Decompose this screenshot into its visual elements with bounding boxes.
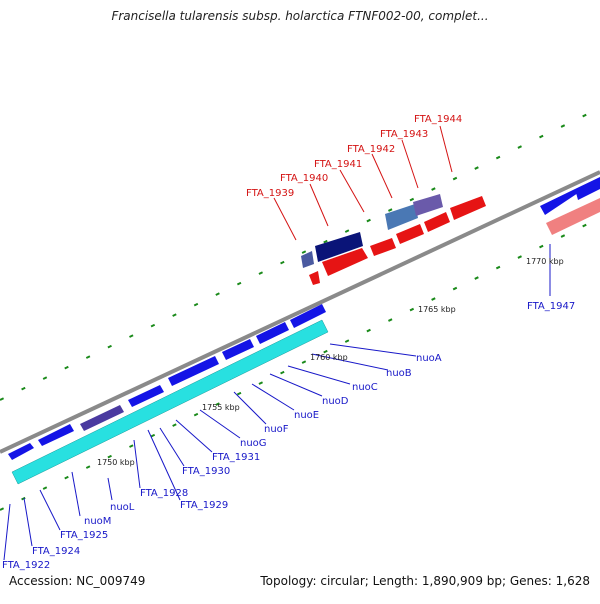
gene-arrow[interactable] xyxy=(424,212,450,232)
gene-label: FTA_1931 xyxy=(212,452,260,463)
gene-label: FTA_1929 xyxy=(180,500,228,511)
gene-label: FTA_1939 xyxy=(246,188,294,199)
scale-labels: 1750 kbp 1755 kbp 1760 kbp 1765 kbp 1770… xyxy=(97,257,564,467)
feature-block[interactable] xyxy=(315,232,363,262)
gene-arrow[interactable] xyxy=(450,196,486,220)
gene-label: nuoB xyxy=(386,368,412,379)
scale-label: 1765 kbp xyxy=(418,305,456,314)
gene-label: FTA_1924 xyxy=(32,546,80,557)
accession-text: Accession: NC_009749 xyxy=(9,574,146,588)
gene-label: FTA_1922 xyxy=(2,560,50,571)
feature-block[interactable] xyxy=(301,251,314,268)
map-title: Francisella tularensis subsp. holarctica… xyxy=(111,9,489,23)
gene-label: FTA_1930 xyxy=(182,466,230,477)
gene-label: nuoE xyxy=(294,410,319,421)
gene-arrow[interactable] xyxy=(290,304,326,328)
gene-arrow[interactable] xyxy=(575,177,600,200)
label-leaders-blue xyxy=(3,244,551,561)
gene-arrow[interactable] xyxy=(396,224,424,244)
feature-block[interactable] xyxy=(385,204,418,230)
gene-labels-red[interactable]: FTA_1939 FTA_1940 FTA_1941 FTA_1942 FTA_… xyxy=(246,114,462,199)
gene-label: nuoL xyxy=(110,502,135,513)
gene-arrow[interactable] xyxy=(128,385,164,407)
gene-label: FTA_1943 xyxy=(380,129,428,140)
gene-label: FTA_1940 xyxy=(280,173,328,184)
gene-arrow[interactable] xyxy=(309,271,320,285)
feature-block[interactable] xyxy=(413,194,443,216)
label-leaders-red xyxy=(273,125,453,241)
gene-label: FTA_1942 xyxy=(347,144,395,155)
gene-arrow[interactable] xyxy=(540,189,578,215)
scale-label: 1770 kbp xyxy=(526,257,564,266)
gene-label: FTA_1947 xyxy=(527,301,575,312)
gene-arrow[interactable] xyxy=(322,248,368,276)
gene-arrow[interactable] xyxy=(222,339,254,360)
gene-label: FTA_1928 xyxy=(140,488,188,499)
gene-arrow[interactable] xyxy=(8,443,34,460)
gene-label: nuoM xyxy=(84,516,111,527)
gene-label: nuoF xyxy=(264,424,289,435)
genome-summary: Topology: circular; Length: 1,890,909 bp… xyxy=(260,574,590,588)
gene-arrow[interactable] xyxy=(80,405,124,431)
gene-arrow[interactable] xyxy=(370,238,396,256)
genome-backbone xyxy=(0,170,600,454)
gene-arrow[interactable] xyxy=(38,424,74,446)
gene-label: FTA_1925 xyxy=(60,530,108,541)
scale-label: 1760 kbp xyxy=(310,353,348,362)
gene-labels-blue[interactable]: FTA_1922 FTA_1924 FTA_1925 nuoM nuoL FTA… xyxy=(2,301,575,571)
cds-band-right[interactable] xyxy=(546,198,600,235)
gene-arrow[interactable] xyxy=(256,322,289,344)
guide-ticks-inner xyxy=(0,217,600,511)
cds-band[interactable] xyxy=(11,319,329,485)
guide-ticks-outer xyxy=(0,107,600,401)
scale-label: 1755 kbp xyxy=(202,403,240,412)
gene-label: nuoC xyxy=(352,382,378,393)
gene-label: FTA_1941 xyxy=(314,159,362,170)
gene-arrow[interactable] xyxy=(168,356,219,386)
gene-label: nuoG xyxy=(240,438,267,449)
gene-label: nuoA xyxy=(416,353,442,364)
scale-label: 1750 kbp xyxy=(97,458,135,467)
gene-label: FTA_1944 xyxy=(414,114,462,125)
gene-label: nuoD xyxy=(322,396,349,407)
